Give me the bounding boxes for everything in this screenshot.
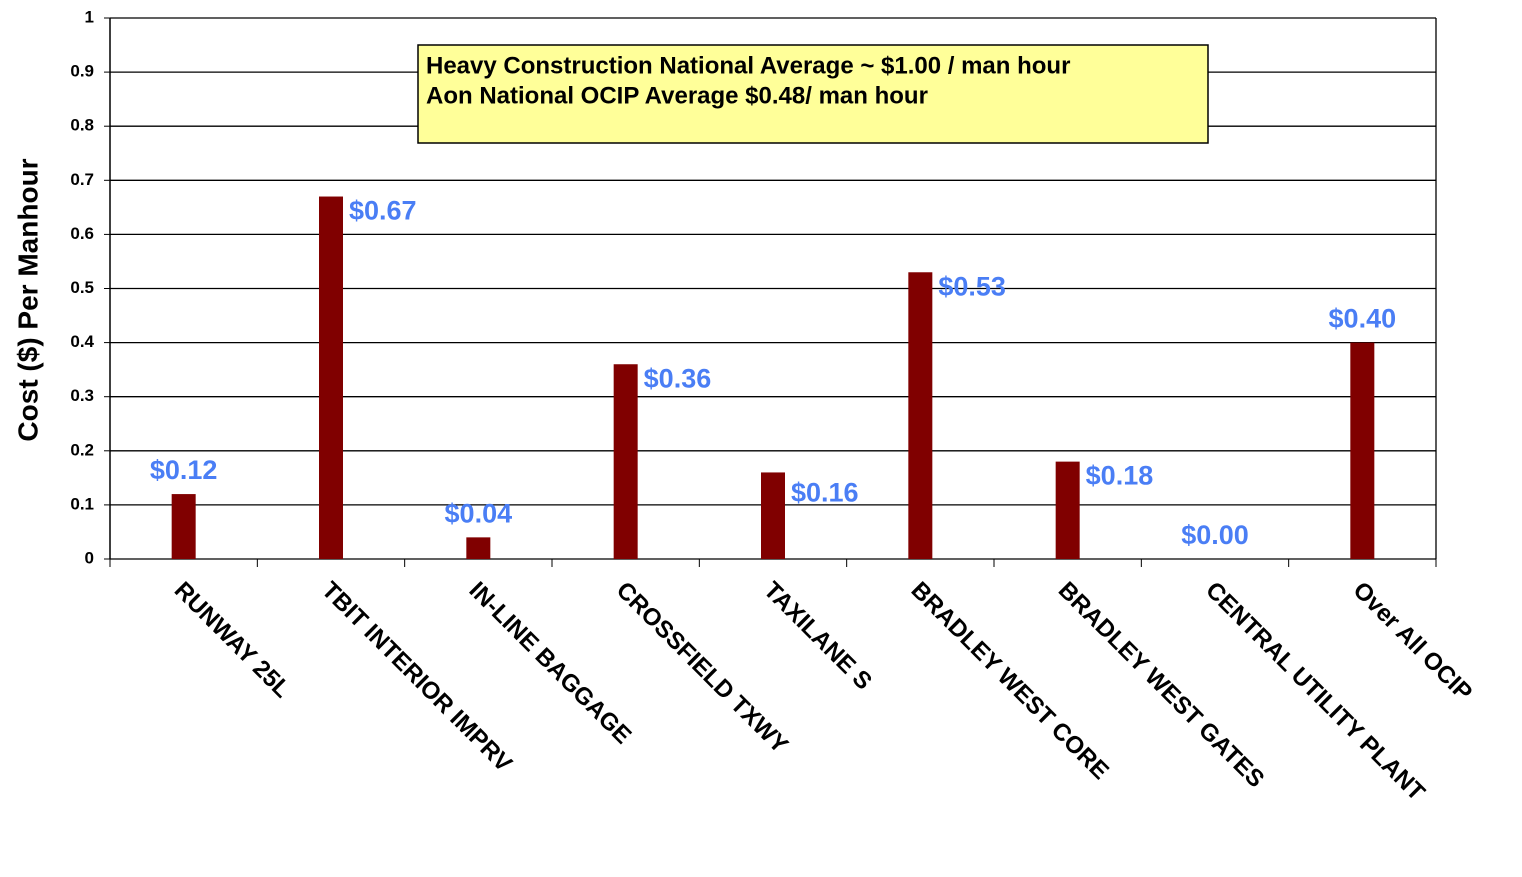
y-tick-label: 0.2: [70, 440, 94, 459]
bar: [613, 364, 638, 559]
x-tick-label: CROSSFIELD TXWY: [611, 577, 793, 759]
y-tick-label: 0.9: [70, 62, 94, 81]
bar: [1055, 461, 1080, 559]
x-tick-label: IN-LINE BAGGAGE: [464, 577, 637, 750]
y-tick-label: 0.7: [70, 170, 94, 189]
bar: [171, 494, 196, 559]
bar: [908, 272, 933, 559]
y-axis-label: Cost ($) Per Manhour: [12, 158, 43, 441]
value-label: $0.67: [349, 196, 417, 226]
value-label: $0.00: [1181, 520, 1249, 550]
value-label: $0.12: [150, 455, 218, 485]
y-tick-label: 0.5: [70, 278, 94, 297]
value-label: $0.36: [644, 363, 712, 393]
x-tick-label: TAXILANE S: [758, 577, 877, 696]
annotation: Aon National OCIP Average $0.48/ man hou…: [426, 82, 928, 109]
annotation: Heavy Construction National Average ~ $1…: [426, 52, 1070, 79]
x-tick-label: Over All OCIP: [1348, 577, 1478, 707]
bar: [466, 537, 491, 559]
value-label: $0.53: [938, 271, 1006, 301]
x-tick-label: RUNWAY 25L: [169, 577, 296, 704]
annotation-box: [417, 44, 1209, 144]
value-label: $0.16: [791, 478, 859, 508]
y-tick-label: 0.6: [70, 224, 94, 243]
y-tick-label: 0.4: [70, 332, 94, 351]
value-label: $0.18: [1086, 461, 1154, 491]
value-label: $0.04: [445, 498, 513, 528]
y-tick-label: 0.1: [70, 494, 94, 513]
bar: [761, 472, 785, 559]
bar: [1350, 342, 1375, 559]
value-label: $0.40: [1329, 304, 1397, 334]
y-tick-label: 0.3: [70, 386, 94, 405]
y-tick-label: 1: [85, 7, 94, 26]
bar: [319, 196, 343, 559]
y-tick-label: 0: [85, 548, 94, 567]
y-tick-label: 0.8: [70, 116, 94, 135]
